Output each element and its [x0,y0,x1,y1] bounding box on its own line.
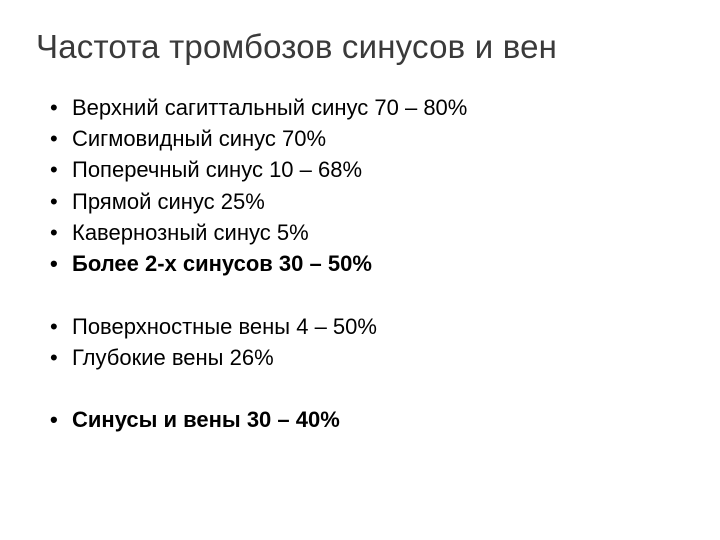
list-item: Кавернозный синус 5% [50,217,684,248]
list-item: Сигмовидный синус 70% [50,123,684,154]
bullet-list: Верхний сагиттальный синус 70 – 80% Сигм… [36,92,684,436]
slide: Частота тромбозов синусов и вен Верхний … [0,0,720,540]
slide-title: Частота тромбозов синусов и вен [36,28,684,66]
list-item: Более 2-х синусов 30 – 50% [50,248,684,279]
list-item: Верхний сагиттальный синус 70 – 80% [50,92,684,123]
list-item: Синусы и вены 30 – 40% [50,404,684,435]
list-item: Поперечный синус 10 – 68% [50,154,684,185]
list-item: Глубокие вены 26% [50,342,684,373]
list-item: Прямой синус 25% [50,186,684,217]
list-item: Поверхностные вены 4 – 50% [50,311,684,342]
